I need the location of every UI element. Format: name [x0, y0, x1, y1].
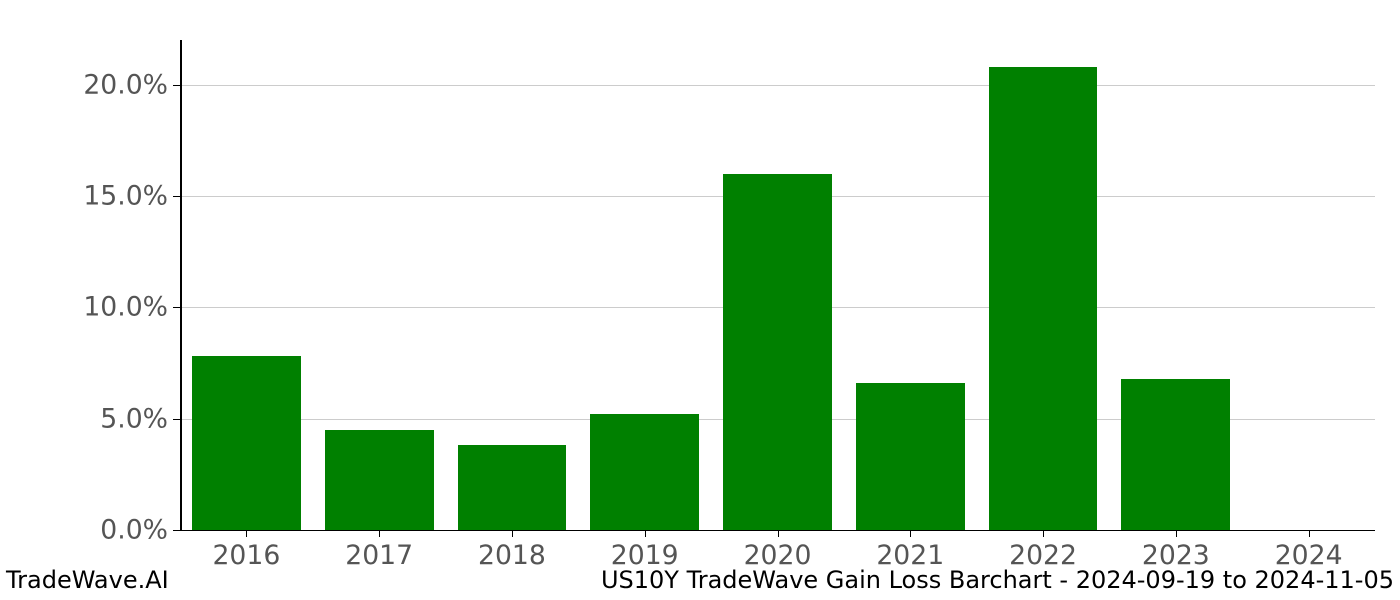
y-axis-line: [180, 40, 182, 530]
x-tick-mark: [1309, 530, 1310, 537]
x-tick-mark: [512, 530, 513, 537]
x-tick-label: 2018: [478, 540, 546, 571]
x-tick-label: 2016: [212, 540, 280, 571]
y-tick-mark: [173, 85, 180, 86]
x-tick-mark: [1043, 530, 1044, 537]
x-tick-mark: [246, 530, 247, 537]
x-tick-label: 2020: [744, 540, 812, 571]
gain-loss-barchart: TradeWave.AI US10Y TradeWave Gain Loss B…: [0, 0, 1400, 600]
y-tick-mark: [173, 530, 180, 531]
bar: [458, 445, 567, 530]
footer-left-brand: TradeWave.AI: [6, 566, 169, 594]
x-tick-label: 2023: [1142, 540, 1210, 571]
x-tick-label: 2024: [1275, 540, 1343, 571]
x-axis-line: [180, 530, 1375, 532]
y-tick-label: 5.0%: [100, 403, 168, 434]
x-tick-label: 2021: [876, 540, 944, 571]
x-tick-label: 2019: [611, 540, 679, 571]
y-tick-mark: [173, 419, 180, 420]
y-tick-label: 10.0%: [83, 292, 168, 323]
bar: [590, 414, 699, 530]
bar: [192, 356, 301, 530]
x-tick-mark: [645, 530, 646, 537]
x-tick-mark: [778, 530, 779, 537]
x-tick-mark: [910, 530, 911, 537]
y-tick-mark: [173, 307, 180, 308]
bar: [989, 67, 1098, 530]
y-tick-mark: [173, 196, 180, 197]
x-tick-mark: [1176, 530, 1177, 537]
y-tick-label: 20.0%: [83, 69, 168, 100]
x-tick-mark: [379, 530, 380, 537]
x-tick-label: 2017: [345, 540, 413, 571]
bar: [1121, 379, 1230, 530]
bar: [325, 430, 434, 530]
y-tick-label: 0.0%: [100, 515, 168, 546]
bar: [723, 174, 832, 530]
y-tick-label: 15.0%: [83, 180, 168, 211]
plot-area: [180, 40, 1375, 530]
bar: [856, 383, 965, 530]
x-tick-label: 2022: [1009, 540, 1077, 571]
y-gridline: [180, 85, 1375, 86]
